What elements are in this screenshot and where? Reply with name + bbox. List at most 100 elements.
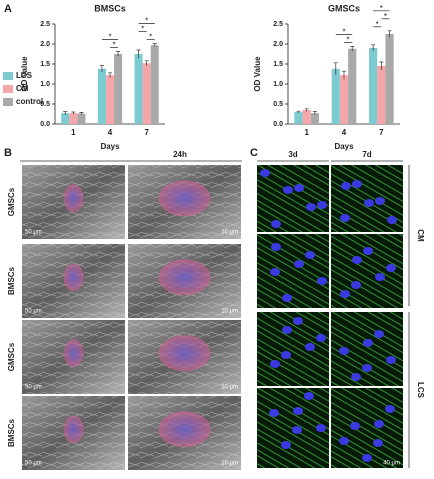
actin-texture [257,165,329,232]
row-label: GMSCs [7,342,16,371]
cell [63,263,84,292]
nucleus [294,260,304,268]
bar [385,34,394,124]
bar [114,54,123,124]
column-label: 7d [362,150,371,159]
legend-label: control [16,97,43,106]
panel-label: A [4,3,12,15]
bar [331,68,340,124]
bar [339,75,349,124]
nucleus [350,422,360,430]
y-tick-label: 1.5 [40,61,50,68]
cell [158,335,211,372]
nucleus [316,334,326,342]
cell [158,180,211,217]
nucleus [293,317,303,325]
nucleus [373,439,383,447]
nucleus [339,347,349,355]
y-tick-label: 2.0 [273,41,283,48]
error-bar [63,111,68,115]
row-label: BMSCs [7,418,16,447]
cell [158,411,211,448]
significance-label: * [384,12,387,21]
error-bar [387,30,392,38]
nucleus [269,409,279,417]
nucleus [304,392,314,400]
y-tick-label: 0.5 [40,101,50,108]
cell [63,184,84,213]
nucleus [340,290,350,298]
nucleus [374,420,384,428]
x-tick-label: 4 [342,128,347,137]
nucleus [282,326,292,334]
nucleus [340,214,350,222]
scale-bar-label: 50 μm [25,385,42,391]
error-bar [296,110,301,113]
cell [63,339,84,368]
error-bar [304,108,309,112]
nucleus [260,169,270,177]
group-label: LCS [416,382,425,399]
nucleus [386,264,396,272]
nucleus [271,220,281,228]
nucleus [374,330,384,338]
panel-label: B [4,147,12,159]
y-axis-label: OD Value [253,56,262,92]
bar [302,110,311,124]
error-bar [379,61,384,70]
bar [61,113,70,124]
nucleus [387,216,397,224]
row-label: BMSCs [7,266,16,295]
significance-label: * [149,33,152,42]
bar [77,113,86,124]
scale-bar-label: 50 μm [25,461,42,467]
nucleus [386,356,396,364]
nucleus [375,197,385,205]
nucleus [351,373,361,381]
bar [105,75,115,124]
nucleus [362,454,372,462]
nucleus [316,424,326,432]
scale-bar-label: 10 μm [221,309,238,315]
y-tick-label: 1.0 [40,81,50,88]
error-bar [79,112,84,115]
significance-label: * [376,20,379,29]
nucleus [281,351,291,359]
error-bar [342,70,346,80]
nucleus [271,243,281,251]
x-tick-label: 7 [144,128,149,137]
nucleus [362,364,372,372]
nucleus [270,360,280,368]
nucleus [306,203,316,211]
nucleus [270,268,280,276]
chart-title: BMSCs [94,3,126,13]
nucleus [281,441,291,449]
actin-texture [257,234,329,308]
y-tick-label: 2.5 [273,21,283,28]
x-tick-label: 1 [71,128,76,137]
bar [69,113,78,124]
bar [134,54,143,124]
legend-label: LCS [16,71,33,80]
significance-label: * [342,28,345,37]
x-axis-label: Days [100,142,120,151]
nucleus [352,256,362,264]
bar [377,66,386,124]
y-tick-label: 0.0 [40,121,50,128]
nucleus [363,247,373,255]
x-tick-label: 4 [108,128,113,137]
row-label: GMSCs [7,187,16,216]
nucleus [294,184,304,192]
significance-label: * [380,4,383,13]
nucleus [375,273,385,281]
significance-label: * [347,36,350,45]
error-bar [116,51,121,57]
scale-bar-label: 50 μm [25,309,42,315]
y-tick-label: 0.0 [273,121,283,128]
nucleus [341,182,351,190]
error-bar [312,111,317,115]
error-bar [371,44,376,52]
error-bar [71,111,76,115]
error-bar [333,62,338,75]
